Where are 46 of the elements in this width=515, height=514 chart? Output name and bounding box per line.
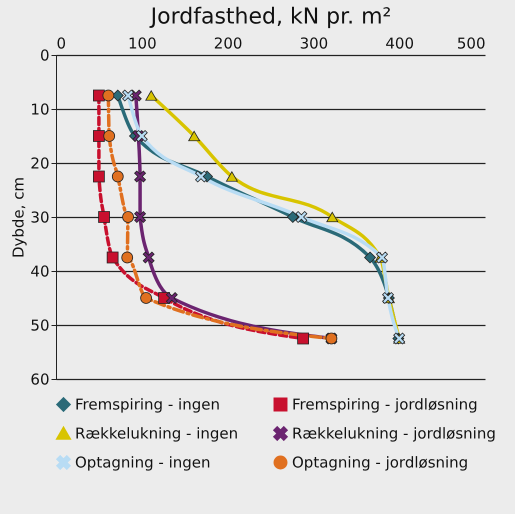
y-tick-label: 50 xyxy=(30,316,50,334)
point xyxy=(93,130,105,142)
point xyxy=(140,292,152,304)
point xyxy=(93,170,105,182)
point xyxy=(106,252,119,264)
point xyxy=(226,171,238,182)
x-tick-label: 300 xyxy=(300,34,328,52)
legend-label: Rækkelukning - jordløsning xyxy=(292,424,496,442)
legend-label: Fremspiring - ingen xyxy=(75,396,220,414)
x-tick-label: 400 xyxy=(385,34,414,52)
point xyxy=(142,252,155,264)
point xyxy=(121,252,134,264)
point xyxy=(102,90,114,102)
point xyxy=(122,90,134,102)
point xyxy=(166,292,178,304)
x-tick-label: 500 xyxy=(456,34,486,52)
y-tick-label: 60 xyxy=(30,370,50,388)
x-axis-title: Jordfasthed, kN pr. m² xyxy=(148,4,392,30)
point xyxy=(136,130,148,142)
point xyxy=(296,211,308,223)
point xyxy=(134,170,146,182)
x-tick-label: 100 xyxy=(128,34,157,52)
point xyxy=(286,211,299,223)
x-tick-label: 200 xyxy=(214,34,242,52)
point xyxy=(188,130,200,142)
legend-label: Rækkelukning - ingen xyxy=(75,424,238,442)
point xyxy=(112,170,124,182)
x-tick-label: 0 xyxy=(56,34,66,52)
point xyxy=(195,170,207,182)
point xyxy=(134,211,146,223)
legend-label: Optagning - jordløsning xyxy=(292,454,468,472)
point xyxy=(103,130,116,142)
y-tick-label: 10 xyxy=(30,100,50,118)
y-axis-title: Dybde, cm xyxy=(9,176,28,258)
y-tick-label: 40 xyxy=(30,262,50,280)
legend-label: Optagning - ingen xyxy=(75,454,211,472)
y-tick-label: 0 xyxy=(40,46,50,64)
y-tick-label: 20 xyxy=(30,154,50,172)
point xyxy=(364,252,376,264)
y-tick-label: 30 xyxy=(30,208,50,226)
point xyxy=(145,90,158,101)
point xyxy=(326,212,338,222)
point xyxy=(297,332,309,344)
point xyxy=(122,211,134,223)
legend-label: Fremspiring - jordløsning xyxy=(292,396,478,414)
point xyxy=(98,211,110,223)
